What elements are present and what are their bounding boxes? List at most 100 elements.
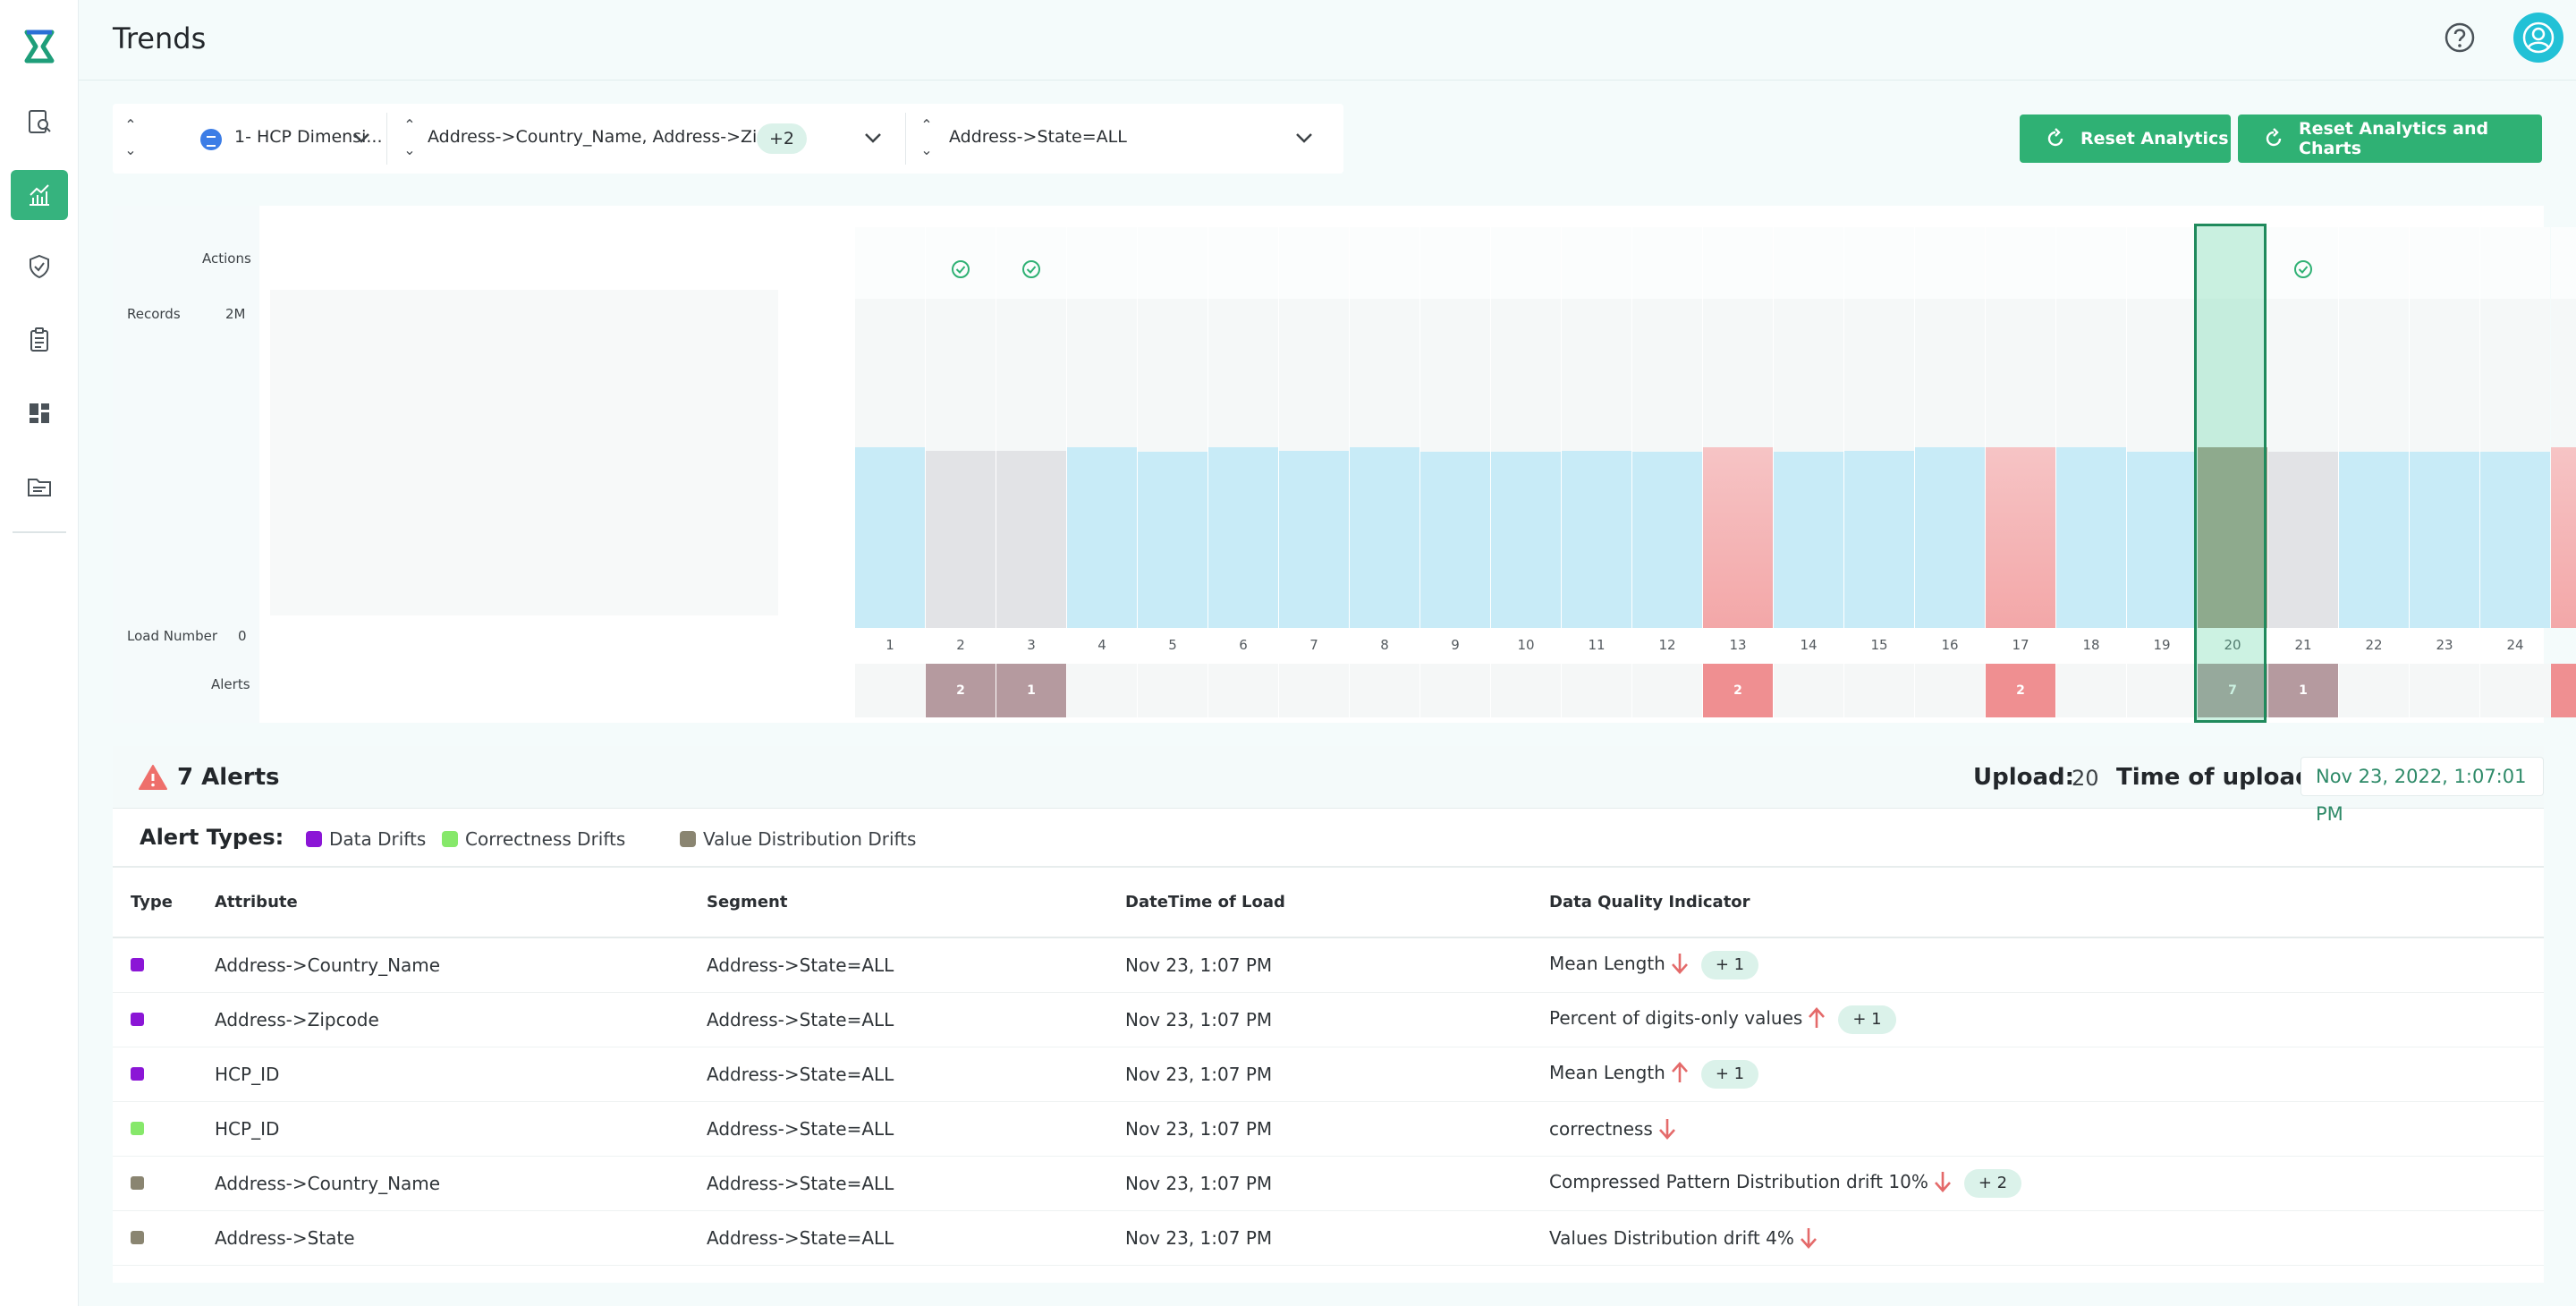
alert-cell[interactable]: 2 (926, 664, 996, 717)
filter-bar: ⌃ ⌄ 1- HCP Dimensi... ⌃ ⌄ Address->Country… (113, 104, 1343, 174)
column-header-indicator[interactable]: Data Quality Indicator (1549, 868, 2544, 938)
records-bar[interactable] (1844, 451, 1914, 628)
segment-filter[interactable]: ⌃ ⌄ 1- HCP Dimensi... (113, 104, 382, 174)
records-bar[interactable] (2056, 447, 2126, 628)
arrow-down-icon (1934, 1171, 1951, 1192)
sidebar-item-files[interactable] (11, 462, 68, 512)
table-row[interactable]: Address->Zipcode Address->State=ALL Nov 23… (113, 992, 2544, 1047)
records-bar[interactable] (1138, 452, 1208, 628)
attribute-cell: Address->Country_Name (215, 937, 707, 993)
chevron-up-icon[interactable]: ⌃ (124, 116, 137, 133)
records-bar[interactable] (855, 447, 925, 628)
type-cell (113, 1210, 215, 1266)
sidebar-item-tasks[interactable] (11, 315, 68, 365)
table-row[interactable]: Address->Country_Name Address->State=ALL N… (113, 1156, 2544, 1211)
records-bar[interactable] (1774, 452, 1843, 628)
help-icon[interactable] (2442, 20, 2478, 55)
more-indicators-badge[interactable]: + 1 (1700, 950, 1759, 980)
chevron-down-icon[interactable]: ⌄ (920, 141, 933, 158)
records-bar[interactable] (2198, 447, 2267, 628)
table-row[interactable]: Address->State Address->State=ALL Nov 23, … (113, 1210, 2544, 1266)
segment-stepper[interactable]: ⌃ ⌄ (122, 113, 140, 165)
sidebar-item-search-report[interactable] (11, 97, 68, 147)
records-bar[interactable] (1703, 447, 1773, 628)
logo-icon[interactable] (20, 27, 59, 66)
column-header-segment[interactable]: Segment (707, 868, 1125, 938)
records-bar[interactable] (1420, 452, 1490, 628)
records-bar[interactable] (1067, 447, 1137, 628)
segment-cell: Address->State=ALL (707, 937, 1125, 993)
attribute-stepper[interactable]: ⌃ ⌄ (401, 113, 419, 165)
records-bar[interactable] (1350, 447, 1419, 628)
load-number-label: 13 (1729, 637, 1747, 653)
records-bar[interactable] (1632, 452, 1702, 628)
attribute-filter[interactable]: ⌃ ⌄ Address->Country_Name, Address->Zip..… (392, 104, 903, 174)
table-row[interactable]: HCP_ID Address->State=ALL Nov 23, 1:07 PM c… (113, 1101, 2544, 1157)
column-header-attribute[interactable]: Attribute (215, 868, 707, 938)
alert-cell[interactable]: 2 (1703, 664, 1773, 717)
actions-cell (2480, 227, 2550, 299)
arrow-down-icon (1800, 1227, 1817, 1249)
alert-types-title: Alert Types: (140, 825, 284, 850)
alert-cell[interactable]: 5 (2551, 664, 2576, 717)
more-indicators-badge[interactable]: + 1 (1838, 1005, 1896, 1034)
chevron-down-icon[interactable] (349, 125, 374, 150)
records-bar[interactable] (2339, 452, 2409, 628)
load-number-label: 19 (2153, 637, 2171, 653)
records-bar[interactable] (1986, 447, 2055, 628)
records-bar[interactable] (2551, 447, 2576, 628)
sidebar-item-dashboard[interactable] (11, 388, 68, 438)
load-number-label: 3 (1027, 637, 1036, 653)
records-max-label: 2M (225, 306, 246, 322)
alert-cell[interactable]: 1 (996, 664, 1066, 717)
table-row[interactable]: HCP_ID Address->State=ALL Nov 23, 1:07 PM M… (113, 1047, 2544, 1102)
load-number-label: 25 (2551, 637, 2576, 653)
alert-cell (1420, 664, 1490, 717)
records-bar[interactable] (1491, 452, 1561, 628)
load-number-label: 18 (2082, 637, 2100, 653)
database-icon (200, 129, 222, 150)
avatar[interactable] (2513, 13, 2563, 63)
sidebar-item-trends[interactable] (11, 170, 68, 220)
state-filter[interactable]: ⌃ ⌄ Address->State=ALL (909, 104, 1343, 174)
records-bar[interactable] (1562, 451, 1631, 628)
alert-cell[interactable]: 2 (1986, 664, 2055, 717)
column-header-datetime[interactable]: DateTime of Load (1125, 868, 1549, 938)
chevron-down-icon[interactable]: ⌄ (124, 141, 137, 158)
alert-cell[interactable]: 7 (2198, 664, 2267, 717)
records-bar[interactable] (2127, 452, 2197, 628)
column-header-type[interactable]: Type (113, 868, 215, 938)
alert-cell[interactable]: 1 (2268, 664, 2338, 717)
chevron-up-icon[interactable]: ⌃ (403, 116, 416, 133)
shield-icon (30, 254, 49, 279)
sidebar-item-security[interactable] (11, 242, 68, 292)
table-row[interactable]: Address->Country_Name Address->State=ALL N… (113, 937, 2544, 993)
legend-data-drifts: Data Drifts (306, 828, 426, 850)
records-bar[interactable] (2480, 452, 2550, 628)
chevron-down-icon[interactable] (860, 125, 886, 150)
check-circle-icon (1022, 260, 1040, 278)
attribute-more-badge[interactable]: +2 (757, 123, 808, 154)
records-bar[interactable] (1279, 451, 1349, 628)
records-bar[interactable] (2268, 452, 2338, 628)
state-stepper[interactable]: ⌃ ⌄ (918, 113, 936, 165)
chevron-up-icon[interactable]: ⌃ (920, 116, 933, 133)
type-swatch (131, 957, 144, 971)
records-bar[interactable] (926, 451, 996, 628)
type-cell (113, 1156, 215, 1211)
actions-cell (1491, 227, 1561, 299)
records-bar[interactable] (996, 451, 1066, 628)
actions-cell (1986, 227, 2055, 299)
records-bar[interactable] (1915, 447, 1985, 628)
more-indicators-badge[interactable]: + 1 (1700, 1059, 1759, 1089)
time-of-upload-value: Nov 23, 2022, 1:07:01 PM (2301, 757, 2544, 825)
chevron-down-icon[interactable] (1292, 125, 1317, 150)
reset-analytics-button[interactable]: Reset Analytics (2020, 114, 2231, 163)
upload-value: 20 (2072, 766, 2099, 791)
more-indicators-badge[interactable]: + 2 (1963, 1168, 2022, 1198)
records-bar[interactable] (2410, 452, 2479, 628)
reset-analytics-and-charts-button[interactable]: Reset Analytics and Charts (2238, 114, 2542, 163)
chevron-down-icon[interactable]: ⌄ (403, 141, 416, 158)
datetime-cell: Nov 23, 1:07 PM (1125, 1210, 1549, 1266)
records-bar[interactable] (1208, 447, 1278, 628)
